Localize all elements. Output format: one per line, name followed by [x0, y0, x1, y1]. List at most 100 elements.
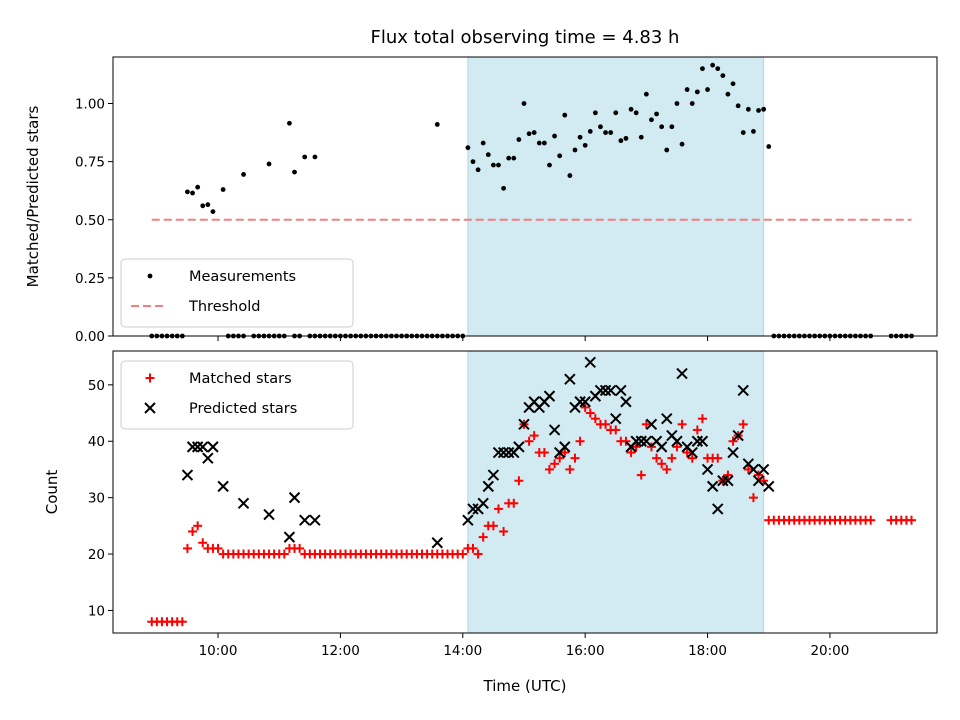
predicted-point-b: [462, 514, 474, 526]
panel-bottom: 10 20 30 40 50 10:00 12:00 14:00 16:00 18:00 20:00…: [43, 350, 938, 695]
y-tick-label: 20: [88, 547, 105, 563]
matched-point: [575, 436, 585, 446]
predicted-point-b: [186, 441, 199, 453]
predicted-point: [722, 475, 734, 487]
predicted-point-b: [650, 435, 663, 447]
measurement-point: [587, 129, 593, 134]
measurement-point: [592, 110, 598, 116]
measurement-point: [195, 184, 201, 190]
matched-point: [565, 464, 575, 474]
matched-point: [488, 521, 498, 531]
predicted-point-b: [722, 475, 734, 487]
predicted-point-b: [727, 446, 739, 459]
predicted-point-b: [299, 514, 311, 526]
predicted-point-b: [604, 384, 617, 397]
measurement-point: [490, 162, 496, 168]
x-axis-label: Time (UTC): [483, 677, 567, 695]
legend-bottom: Matched stars Predicted stars: [120, 360, 354, 430]
predicted-point: [701, 463, 714, 476]
axes-frame: [112, 56, 938, 337]
measurement-point: [567, 173, 573, 178]
predicted-point-b: [191, 441, 204, 453]
measurement-point: [689, 101, 695, 106]
predicted-point-b: [742, 458, 755, 470]
matched-point: [524, 436, 534, 446]
predicted-point-b: [610, 412, 622, 425]
predicted-point-b: [732, 429, 744, 442]
predicted-point: [706, 480, 719, 493]
matched-point: [499, 526, 509, 536]
measurement-point: [465, 145, 471, 151]
predicted-point-b: [283, 531, 296, 543]
matched-point: [544, 464, 554, 474]
matched-point: [213, 543, 223, 553]
matched-point: [188, 526, 198, 536]
measurement-point: [302, 154, 308, 160]
measurement-point: [582, 142, 588, 148]
measurement-point: [434, 122, 440, 127]
predicted-point-b: [207, 441, 219, 453]
matched-point: [601, 419, 611, 429]
predicted-point-b: [655, 441, 668, 453]
matched-point: [738, 419, 748, 429]
predicted-point-b: [640, 435, 653, 447]
measurement-point: [735, 103, 741, 109]
matched-point: [626, 448, 636, 458]
matched-point: [611, 425, 621, 435]
predicted-point-b: [309, 514, 321, 526]
predicted-point: [181, 469, 194, 481]
legend-box: [120, 360, 354, 430]
measurement-point: [608, 130, 614, 135]
measurement-point: [536, 140, 542, 146]
predicted-point-b: [691, 435, 704, 447]
predicted-point-b: [564, 373, 576, 385]
matched-point: [560, 448, 570, 458]
measurement-point: [633, 110, 639, 116]
predicted-point-b: [584, 356, 596, 368]
predicted-point-b: [737, 384, 749, 397]
matched-point: [866, 515, 876, 525]
predicted-point: [712, 503, 724, 515]
measurement-point: [547, 162, 552, 168]
predicted-point: [737, 384, 749, 397]
y-tick-label: 30: [88, 491, 105, 507]
predicted-point-b: [676, 367, 688, 380]
predicted-point: [559, 441, 571, 453]
measurement-point: [287, 120, 292, 126]
predicted-point-b: [197, 441, 209, 453]
predicted-point: [497, 446, 510, 459]
measurement-point: [700, 66, 705, 72]
matched-point: [182, 543, 192, 553]
measurement-point: [470, 159, 476, 165]
matched-point: [667, 453, 677, 463]
matched-point: [743, 464, 753, 474]
matched-point: [193, 521, 203, 531]
measurement-point: [266, 161, 272, 167]
predicted-point: [594, 384, 607, 397]
predicted-point-b: [528, 396, 540, 408]
measurement-point: [526, 131, 532, 137]
matched-point: [468, 543, 478, 553]
matched-point: [509, 498, 519, 508]
matched-point: [621, 436, 631, 446]
matched-point: [682, 448, 692, 458]
predicted-point: [462, 514, 474, 526]
measurement-point: [766, 144, 772, 149]
y-tick-label: 1.00: [75, 97, 105, 113]
measurement-point: [740, 130, 746, 135]
measurement-point: [725, 91, 731, 97]
legend-marker-dot: [147, 273, 153, 279]
legend-box: [120, 258, 354, 328]
measurement-point: [715, 66, 721, 72]
predicted-point-b: [712, 503, 724, 515]
predicted-point-b: [574, 396, 586, 408]
y-tick-label: 50: [88, 378, 105, 394]
axes-frame: [112, 350, 938, 634]
predicted-point-b: [681, 441, 693, 453]
predicted-point-b: [579, 396, 591, 408]
predicted-point: [487, 469, 500, 481]
predicted-point: [186, 441, 199, 453]
matched-point: [728, 436, 738, 446]
matched-point: [570, 453, 580, 463]
measurement-point: [475, 167, 481, 173]
